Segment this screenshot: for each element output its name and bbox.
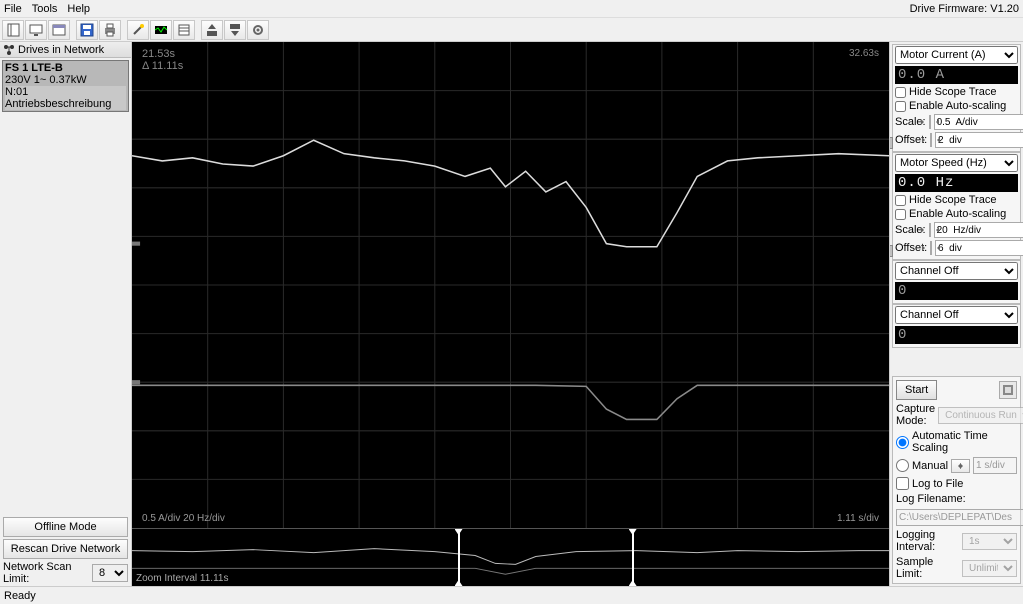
manual-value-input[interactable] — [973, 457, 1017, 474]
log-to-file-checkbox[interactable] — [896, 477, 909, 490]
tb-monitor-icon[interactable] — [25, 20, 47, 40]
scope-x-label: 1.11 s/div — [837, 513, 879, 524]
drive-node-line2: 230V 1~ 0.37kW — [5, 74, 126, 86]
drive-node-line3: N:01 Antriebsbeschreibung — [5, 86, 126, 110]
auto-scale-label: Enable Auto-scaling — [909, 100, 1006, 112]
offline-mode-button[interactable]: Offline Mode — [3, 517, 128, 537]
channel-select-2[interactable]: Channel Off — [895, 262, 1018, 280]
menu-file[interactable]: File — [4, 3, 22, 15]
right-panel: Motor Current (A) 0.0 A Hide Scope Trace… — [889, 42, 1023, 586]
tb-gear-icon[interactable] — [247, 20, 269, 40]
channel-value-1: 0.0 Hz — [895, 174, 1018, 192]
scope-main[interactable]: 21.53sΔ 11.11s 32.63s 0.5 A/div 20 Hz/di… — [132, 42, 889, 528]
drives-header: Drives in Network — [0, 42, 131, 58]
status-bar: Ready — [0, 586, 1023, 604]
channel-grip-1[interactable] — [889, 245, 893, 257]
drive-node[interactable]: FS 1 LTE-B 230V 1~ 0.37kW N:01 Antriebsb… — [2, 60, 129, 112]
overview-handle-right[interactable] — [632, 533, 634, 582]
hide-trace-label: Hide Scope Trace — [909, 194, 996, 206]
scope-time-end: 32.63s — [849, 48, 879, 59]
scope-y-label: 0.5 A/div 20 Hz/div — [142, 513, 225, 524]
auto-scale-checkbox-1[interactable] — [895, 209, 906, 220]
hide-trace-checkbox-1[interactable] — [895, 195, 906, 206]
tb-scope-icon[interactable] — [150, 20, 172, 40]
scale-spinner-0[interactable] — [929, 115, 931, 129]
channel-box-1: Motor Speed (Hz) 0.0 Hz Hide Scope Trace… — [892, 152, 1021, 260]
channel-select-0[interactable]: Motor Current (A) — [895, 46, 1018, 64]
toolbar — [0, 18, 1023, 42]
offset-input-1[interactable] — [935, 240, 1023, 256]
offset-spinner-0[interactable] — [930, 133, 932, 147]
marker-ch1 — [132, 242, 140, 246]
menu-bar: File Tools Help Drive Firmware: V1.20 — [0, 0, 1023, 18]
tb-wand-icon[interactable] — [127, 20, 149, 40]
scale-input-0[interactable] — [934, 114, 1023, 130]
channel-select-1[interactable]: Motor Speed (Hz) — [895, 154, 1018, 172]
scan-limit-label: Network Scan Limit: — [3, 561, 90, 585]
start-button[interactable]: Start — [896, 380, 937, 400]
log-to-file-label: Log to File — [912, 478, 963, 490]
scan-limit-select[interactable]: 8 — [92, 564, 128, 582]
hide-trace-label: Hide Scope Trace — [909, 86, 996, 98]
auto-scale-label: Enable Auto-scaling — [909, 208, 1006, 220]
drive-node-line1: FS 1 LTE-B — [5, 62, 126, 74]
tb-download-icon[interactable] — [224, 20, 246, 40]
menu-help[interactable]: Help — [67, 3, 90, 15]
capture-mode-select[interactable]: Continuous Run — [938, 407, 1023, 424]
hide-trace-checkbox-0[interactable] — [895, 87, 906, 98]
sample-limit-select[interactable]: Unlimited — [962, 560, 1017, 577]
tb-upload-icon[interactable] — [201, 20, 223, 40]
tb-new-icon[interactable] — [2, 20, 24, 40]
tb-window-icon[interactable] — [48, 20, 70, 40]
manual-spinner[interactable] — [951, 459, 970, 473]
scope-overview[interactable]: Zoom Interval 11.11s — [132, 528, 889, 586]
drives-header-label: Drives in Network — [18, 44, 104, 56]
zoom-interval-label: Zoom Interval 11.11s — [136, 573, 228, 584]
sample-limit-label: Sample Limit: — [896, 556, 959, 580]
auto-scale-checkbox-0[interactable] — [895, 101, 906, 112]
logging-interval-label: Logging Interval: — [896, 529, 959, 553]
auto-time-scaling-radio[interactable] — [896, 436, 909, 449]
channel-grip-0[interactable] — [889, 137, 893, 149]
tb-params-icon[interactable] — [173, 20, 195, 40]
left-panel: Drives in Network FS 1 LTE-B 230V 1~ 0.3… — [0, 42, 132, 586]
manual-time-scaling-radio[interactable] — [896, 459, 909, 472]
log-filename-label: Log Filename: — [896, 493, 966, 505]
capture-panel: Start Capture Mode: Continuous Run Autom… — [892, 376, 1021, 584]
scale-spinner-1[interactable] — [929, 223, 931, 237]
tb-save-icon[interactable] — [76, 20, 98, 40]
capture-mode-label: Capture Mode: — [896, 403, 935, 427]
channel-value-3: 0 — [895, 326, 1018, 344]
scale-input-1[interactable] — [934, 222, 1023, 238]
firmware-label: Drive Firmware: V1.20 — [910, 3, 1019, 15]
channel-box-2: Channel Off 0 — [892, 260, 1021, 304]
rescan-network-button[interactable]: Rescan Drive Network — [3, 539, 128, 559]
offset-input-0[interactable] — [935, 132, 1023, 148]
offset-spinner-1[interactable] — [930, 241, 932, 255]
network-icon — [3, 44, 15, 56]
channel-box-0: Motor Current (A) 0.0 A Hide Scope Trace… — [892, 44, 1021, 152]
log-filename-input[interactable] — [896, 509, 1023, 526]
overview-svg — [132, 529, 889, 586]
scope-area: 21.53sΔ 11.11s 32.63s 0.5 A/div 20 Hz/di… — [132, 42, 889, 586]
menu-tools[interactable]: Tools — [32, 3, 58, 15]
manual-label: Manual — [912, 460, 948, 472]
auto-time-scaling-label: Automatic Time Scaling — [912, 430, 1017, 454]
tb-print-icon[interactable] — [99, 20, 121, 40]
capture-config-icon[interactable] — [999, 381, 1017, 399]
scope-grid — [132, 42, 889, 528]
channel-select-3[interactable]: Channel Off — [895, 306, 1018, 324]
overview-handle-left[interactable] — [458, 533, 460, 582]
marker-ch2 — [132, 380, 140, 384]
channel-value-0: 0.0 A — [895, 66, 1018, 84]
logging-interval-select[interactable]: 1s — [962, 533, 1017, 550]
channel-value-2: 0 — [895, 282, 1018, 300]
channel-box-3: Channel Off 0 — [892, 304, 1021, 348]
scope-time-start: 21.53sΔ 11.11s — [142, 48, 183, 72]
